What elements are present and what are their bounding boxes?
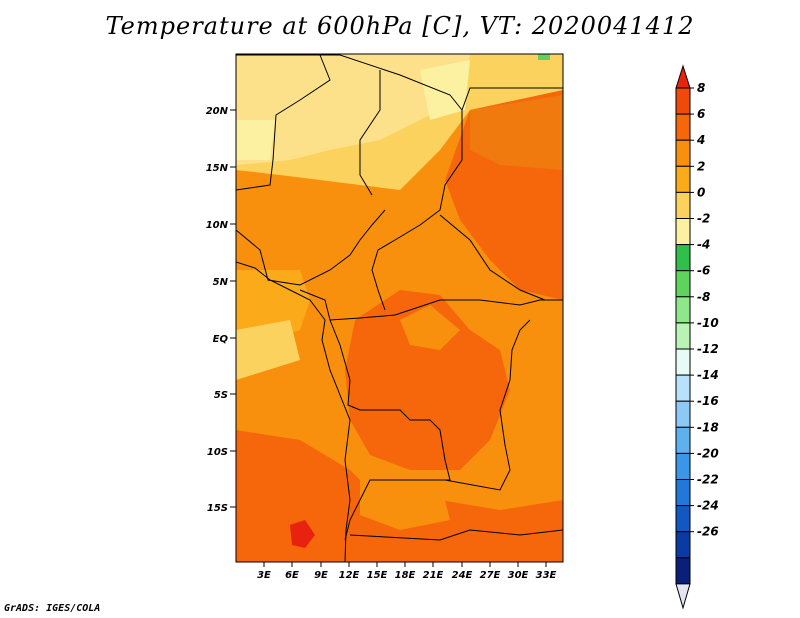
colorbar-label: -10 (697, 316, 719, 330)
colorbar-arrow-top (675, 64, 691, 89)
colorbar-label: 0 (697, 185, 705, 199)
colorbar-swatch (675, 113, 691, 141)
colorbar-label: -8 (697, 290, 710, 304)
colorbar-label: -18 (697, 420, 719, 434)
lat-label: 10S (207, 447, 228, 458)
field-zone-light (236, 54, 470, 165)
field-zone-coast-light (236, 320, 300, 380)
colorbar-swatch (675, 400, 691, 428)
lon-label: 9E (314, 570, 328, 581)
colorbar-label: -20 (697, 446, 719, 460)
lon-label: 30E (508, 570, 529, 581)
colorbar-arrow-bottom (675, 583, 691, 610)
lon-label: 18E (395, 570, 416, 581)
colorbar-label: -14 (697, 368, 719, 382)
field-zone-basin (345, 290, 510, 470)
lat-label: 10N (206, 220, 229, 231)
colorbar-swatch (675, 531, 691, 559)
field-zone-basin-inner (400, 305, 460, 350)
colorbar-label: 6 (697, 107, 705, 121)
colorbar-label: 2 (697, 159, 705, 173)
longitude-axis: 3E 6E 9E 12E 15E 18E 21E 24E 27E 30E 33E (257, 562, 557, 581)
lat-label: 15S (207, 503, 228, 514)
colorbar-label: -2 (697, 212, 710, 226)
lon-label: 6E (285, 570, 299, 581)
colorbar-swatch (675, 374, 691, 402)
lat-label: EQ (213, 334, 229, 345)
credit-label: GrADS: IGES/COLA (4, 603, 101, 614)
lon-label: 27E (480, 570, 501, 581)
political-boundaries (236, 54, 563, 562)
colorbar: 8 6 4 2 0 -2 -4 -6 -8 -10 -12 -14 -16 -18 -20 -22 -24 -26 (675, 64, 719, 610)
lon-label: 21E (423, 570, 444, 581)
colorbar-swatch (675, 165, 691, 193)
colorbar-swatch (675, 87, 691, 115)
colorbar-swatch (675, 296, 691, 324)
colorbar-label: -26 (697, 525, 719, 539)
colorbar-swatch (675, 218, 691, 246)
colorbar-swatch (675, 270, 691, 298)
lat-label: 15N (206, 163, 229, 174)
map-frame (235, 53, 564, 563)
lat-label: 5N (213, 277, 229, 288)
colorbar-label: 4 (696, 133, 705, 147)
field-zone-south-mid (360, 480, 450, 530)
field-zone-south (236, 430, 563, 562)
lon-label: 24E (452, 570, 473, 581)
colorbar-swatch (675, 139, 691, 167)
temperature-field (236, 54, 563, 562)
map-title: Temperature at 600hPa [C], VT: 202004141… (105, 12, 695, 40)
field-zone-green (538, 54, 550, 60)
field-zone-neg2 (236, 120, 275, 160)
colorbar-swatch (675, 452, 691, 480)
lon-label: 15E (367, 570, 388, 581)
lon-label: 3E (257, 570, 271, 581)
colorbar-swatch (675, 348, 691, 376)
lon-label: 33E (536, 570, 557, 581)
colorbar-label: -22 (697, 473, 719, 487)
colorbar-label: -24 (697, 499, 719, 513)
colorbar-swatch (675, 244, 691, 272)
colorbar-label: -12 (697, 342, 719, 356)
colorbar-label: -16 (697, 394, 719, 408)
colorbar-swatch (675, 191, 691, 219)
lat-label: 20N (206, 106, 229, 117)
colorbar-swatch (675, 505, 691, 533)
colorbar-swatch (675, 479, 691, 507)
colorbar-label: -4 (697, 238, 710, 252)
latitude-axis: 20N 15N 10N 5N EQ 5S 10S 15S (206, 106, 236, 514)
colorbar-label: -6 (697, 264, 710, 278)
colorbar-swatch (675, 322, 691, 350)
colorbar-label: 8 (697, 81, 705, 95)
colorbar-swatch (675, 426, 691, 454)
lat-label: 5S (214, 390, 228, 401)
lon-label: 12E (339, 570, 360, 581)
colorbar-swatch (675, 557, 691, 585)
field-zone-east-b (470, 95, 563, 170)
field-zone-hot (290, 520, 315, 548)
